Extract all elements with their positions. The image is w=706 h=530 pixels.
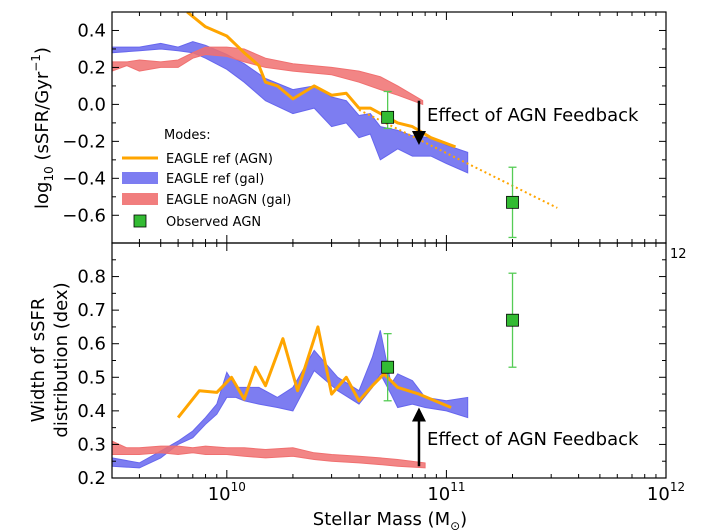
bottom-xtick-label: 1011	[427, 480, 465, 505]
bottom-ylabel-line1: Width of sSFR	[28, 298, 49, 423]
bottom-annotation-text: Effect of AGN Feedback	[427, 429, 639, 450]
xtick-mantissa: 10	[208, 484, 231, 505]
top-eagle-ref-agn--line	[186, 12, 457, 149]
top-ylabel-close: )	[32, 47, 53, 54]
bottom-panel-data	[112, 272, 519, 469]
top-ylabel-sup: −1	[29, 54, 43, 72]
top-annotation-arrow-head	[411, 131, 426, 146]
top-panel-data	[112, 12, 558, 239]
top-ylabel-sub: 10	[42, 166, 56, 181]
top-observed-agn-marker	[381, 110, 395, 124]
xlabel-body: Stellar Mass (M	[313, 509, 450, 530]
xlabel: Stellar Mass (M⊙)	[313, 509, 467, 530]
xtick-mantissa: 10	[427, 484, 450, 505]
legend-title: Modes:	[164, 128, 211, 143]
bottom-xtick-label: 1010	[208, 480, 246, 505]
top-ytick-label: −0.2	[62, 131, 106, 152]
xtick-exponent: 11	[450, 480, 465, 494]
top-eagle-noagn-gal--band	[112, 46, 424, 106]
xtick-exponent: 10	[231, 480, 246, 494]
top-ytick-label: −0.6	[62, 205, 106, 226]
legend-label-ref-gal: EAGLE ref (gal)	[166, 172, 264, 187]
legend-swatch-ref-gal	[122, 172, 158, 184]
bottom-ytick-label: 0.2	[77, 468, 106, 489]
top-ytick-label: 0.0	[77, 94, 106, 115]
xlabel-sub: ⊙	[450, 519, 460, 530]
top-ytick-label: 0.4	[77, 20, 106, 41]
bottom-ytick-label: 0.5	[77, 367, 106, 388]
bottom-xtick-label: 1012	[647, 480, 685, 505]
bottom-eagle-noagn-gal--band	[112, 440, 426, 469]
bottom-ytick-label: 0.4	[77, 401, 106, 422]
top-eagle-ref-gal--band	[112, 41, 469, 174]
corner-exponent-label: 12	[670, 247, 687, 262]
legend: Modes: EAGLE ref (AGN) EAGLE ref (gal) E…	[122, 128, 291, 230]
legend-swatch-observed	[133, 214, 147, 228]
bottom-ytick-label: 0.3	[77, 434, 106, 455]
bottom-ytick-label: 0.6	[77, 334, 106, 355]
top-ylabel-log: log	[32, 182, 53, 209]
bottom-panel-frame	[111, 242, 667, 479]
bottom-ytick-label: 0.7	[77, 300, 106, 321]
top-ytick-label: −0.4	[62, 168, 106, 189]
top-ytick-label: 0.2	[77, 57, 106, 78]
top-ylabel: log10 (sSFR/Gyr−1)	[29, 47, 56, 209]
legend-label-noagn: EAGLE noAGN (gal)	[166, 193, 291, 208]
top-observed-agn-marker	[506, 195, 519, 209]
xtick-mantissa: 10	[647, 484, 670, 505]
bottom-observed-agn-marker	[506, 313, 519, 327]
top-ylabel-body: (sSFR/Gyr	[32, 71, 53, 166]
legend-label-agn: EAGLE ref (AGN)	[166, 152, 273, 167]
legend-swatch-noagn	[122, 193, 158, 205]
bottom-annotation-arrow-head	[411, 407, 426, 422]
bottom-ytick-label: 0.8	[77, 267, 106, 288]
bottom-observed-agn-marker	[381, 360, 395, 374]
top-annotation-text: Effect of AGN Feedback	[427, 105, 639, 126]
bottom-ylabel-line2: distribution (dex)	[51, 282, 72, 437]
xlabel-close: )	[460, 509, 467, 530]
top-eagle-ref-agn-extrapolation-dotted	[358, 109, 558, 209]
legend-label-observed: Observed AGN	[166, 215, 261, 230]
xtick-exponent: 12	[670, 480, 685, 494]
bottom-eagle-ref-agn--line	[176, 325, 452, 419]
